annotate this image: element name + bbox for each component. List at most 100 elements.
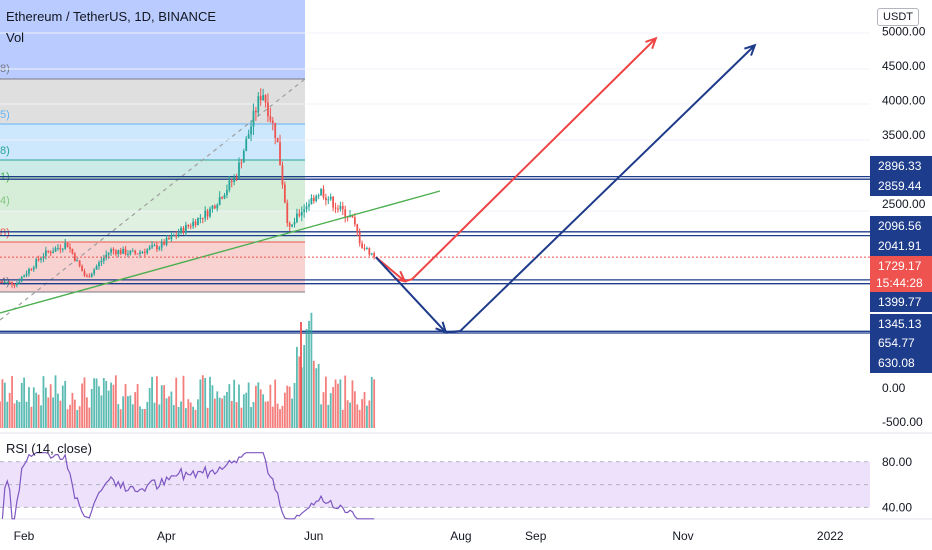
candle-body [298, 213, 301, 216]
volume-bar [279, 409, 281, 428]
candle-body [235, 177, 238, 179]
x-tick-label: Jun [304, 529, 323, 543]
volume-bar [112, 384, 115, 428]
volume-bar [344, 375, 347, 428]
volume-bar [271, 406, 274, 428]
candle-body [8, 281, 11, 283]
candle-body [351, 215, 354, 218]
candle-body [211, 205, 214, 209]
fib-zone-4 [0, 211, 305, 242]
volume-bar [368, 400, 371, 428]
volume-bar [322, 392, 325, 428]
candle-body [86, 275, 88, 277]
volume-bar [329, 393, 332, 428]
candle-body [3, 281, 6, 283]
volume-bar [351, 380, 354, 428]
candle-body [105, 254, 108, 258]
candle-body [180, 227, 182, 234]
candle-body [148, 247, 151, 250]
candle-body [165, 237, 168, 245]
candle-body [23, 275, 26, 278]
candle-body [122, 248, 125, 254]
candle-body [368, 248, 371, 255]
candle-body [233, 177, 236, 183]
candle-body [100, 260, 103, 263]
volume-bar [366, 405, 368, 428]
x-tick-label: Apr [157, 529, 176, 543]
candle-body [327, 199, 330, 201]
volume-bar [238, 384, 240, 428]
projection-red [375, 37, 657, 283]
candle-body [288, 222, 291, 227]
volume-bar [235, 402, 238, 428]
rsi-line [1, 452, 375, 520]
candle-body [35, 259, 38, 268]
volume-bar [334, 379, 337, 428]
candle-body [206, 210, 209, 217]
candle-body [197, 217, 199, 226]
volume-bar [86, 397, 88, 428]
volume-bar [78, 406, 81, 428]
candle-body [47, 250, 50, 252]
candle-body [339, 205, 342, 210]
candle-body [88, 276, 91, 278]
candle-body [156, 245, 158, 250]
candle-body [177, 233, 180, 236]
volume-bar [276, 403, 279, 428]
volume-bar [175, 377, 178, 428]
chart-title: Ethereum / TetherUS, 1D, BINANCE [6, 9, 217, 24]
candle-body [151, 245, 153, 248]
volume-bar [13, 403, 16, 428]
candle-body [114, 250, 117, 255]
volume-bar [69, 404, 71, 428]
volume-bar [324, 376, 327, 428]
candle-body [315, 195, 318, 201]
volume-bar [117, 404, 120, 428]
candle-body [20, 277, 23, 282]
price-level-badge [870, 236, 932, 256]
volume-bar [303, 345, 306, 428]
volume-bar [197, 399, 199, 428]
volume-bar [293, 383, 296, 428]
currency-badge[interactable]: USDT [877, 8, 919, 26]
volume-bar [320, 404, 322, 428]
volume-bar [11, 376, 13, 428]
volume-bar [223, 395, 226, 428]
current-price-badge [870, 256, 932, 292]
volume-bar [110, 382, 112, 428]
candle-body [276, 137, 279, 143]
candle-body [153, 245, 156, 247]
candle-body [247, 134, 250, 139]
volume-bar [358, 409, 361, 428]
volume-bar [57, 393, 59, 428]
volume-bar [139, 406, 141, 428]
volume-tick-label: 0.00 [882, 381, 906, 395]
volume-bar [107, 390, 110, 428]
x-tick-label: Aug [450, 529, 471, 543]
candle-body [172, 235, 175, 237]
y-tick-label: 2500.00 [882, 197, 926, 211]
candle-body [59, 247, 62, 250]
candle-body [363, 248, 366, 250]
volume-bar [233, 379, 236, 428]
candle-body [168, 237, 170, 240]
candle-body [252, 110, 255, 127]
candle-body [170, 235, 173, 240]
candle-body [158, 247, 161, 250]
fib-label: 5) [0, 109, 10, 121]
volume-bar [163, 385, 166, 428]
volume-bar [245, 392, 248, 428]
candle-body [57, 247, 59, 249]
volume-bar [332, 387, 335, 428]
volume-bar [264, 401, 267, 428]
volume-bar [184, 408, 187, 428]
candle-body [13, 284, 16, 286]
candle-body [175, 235, 178, 237]
candle-body [194, 221, 197, 226]
y-tick-label: 3500.00 [882, 128, 926, 142]
volume-bar [218, 397, 221, 428]
candle-body [286, 202, 289, 223]
volume-bar [15, 400, 18, 428]
candle-body [52, 251, 55, 254]
